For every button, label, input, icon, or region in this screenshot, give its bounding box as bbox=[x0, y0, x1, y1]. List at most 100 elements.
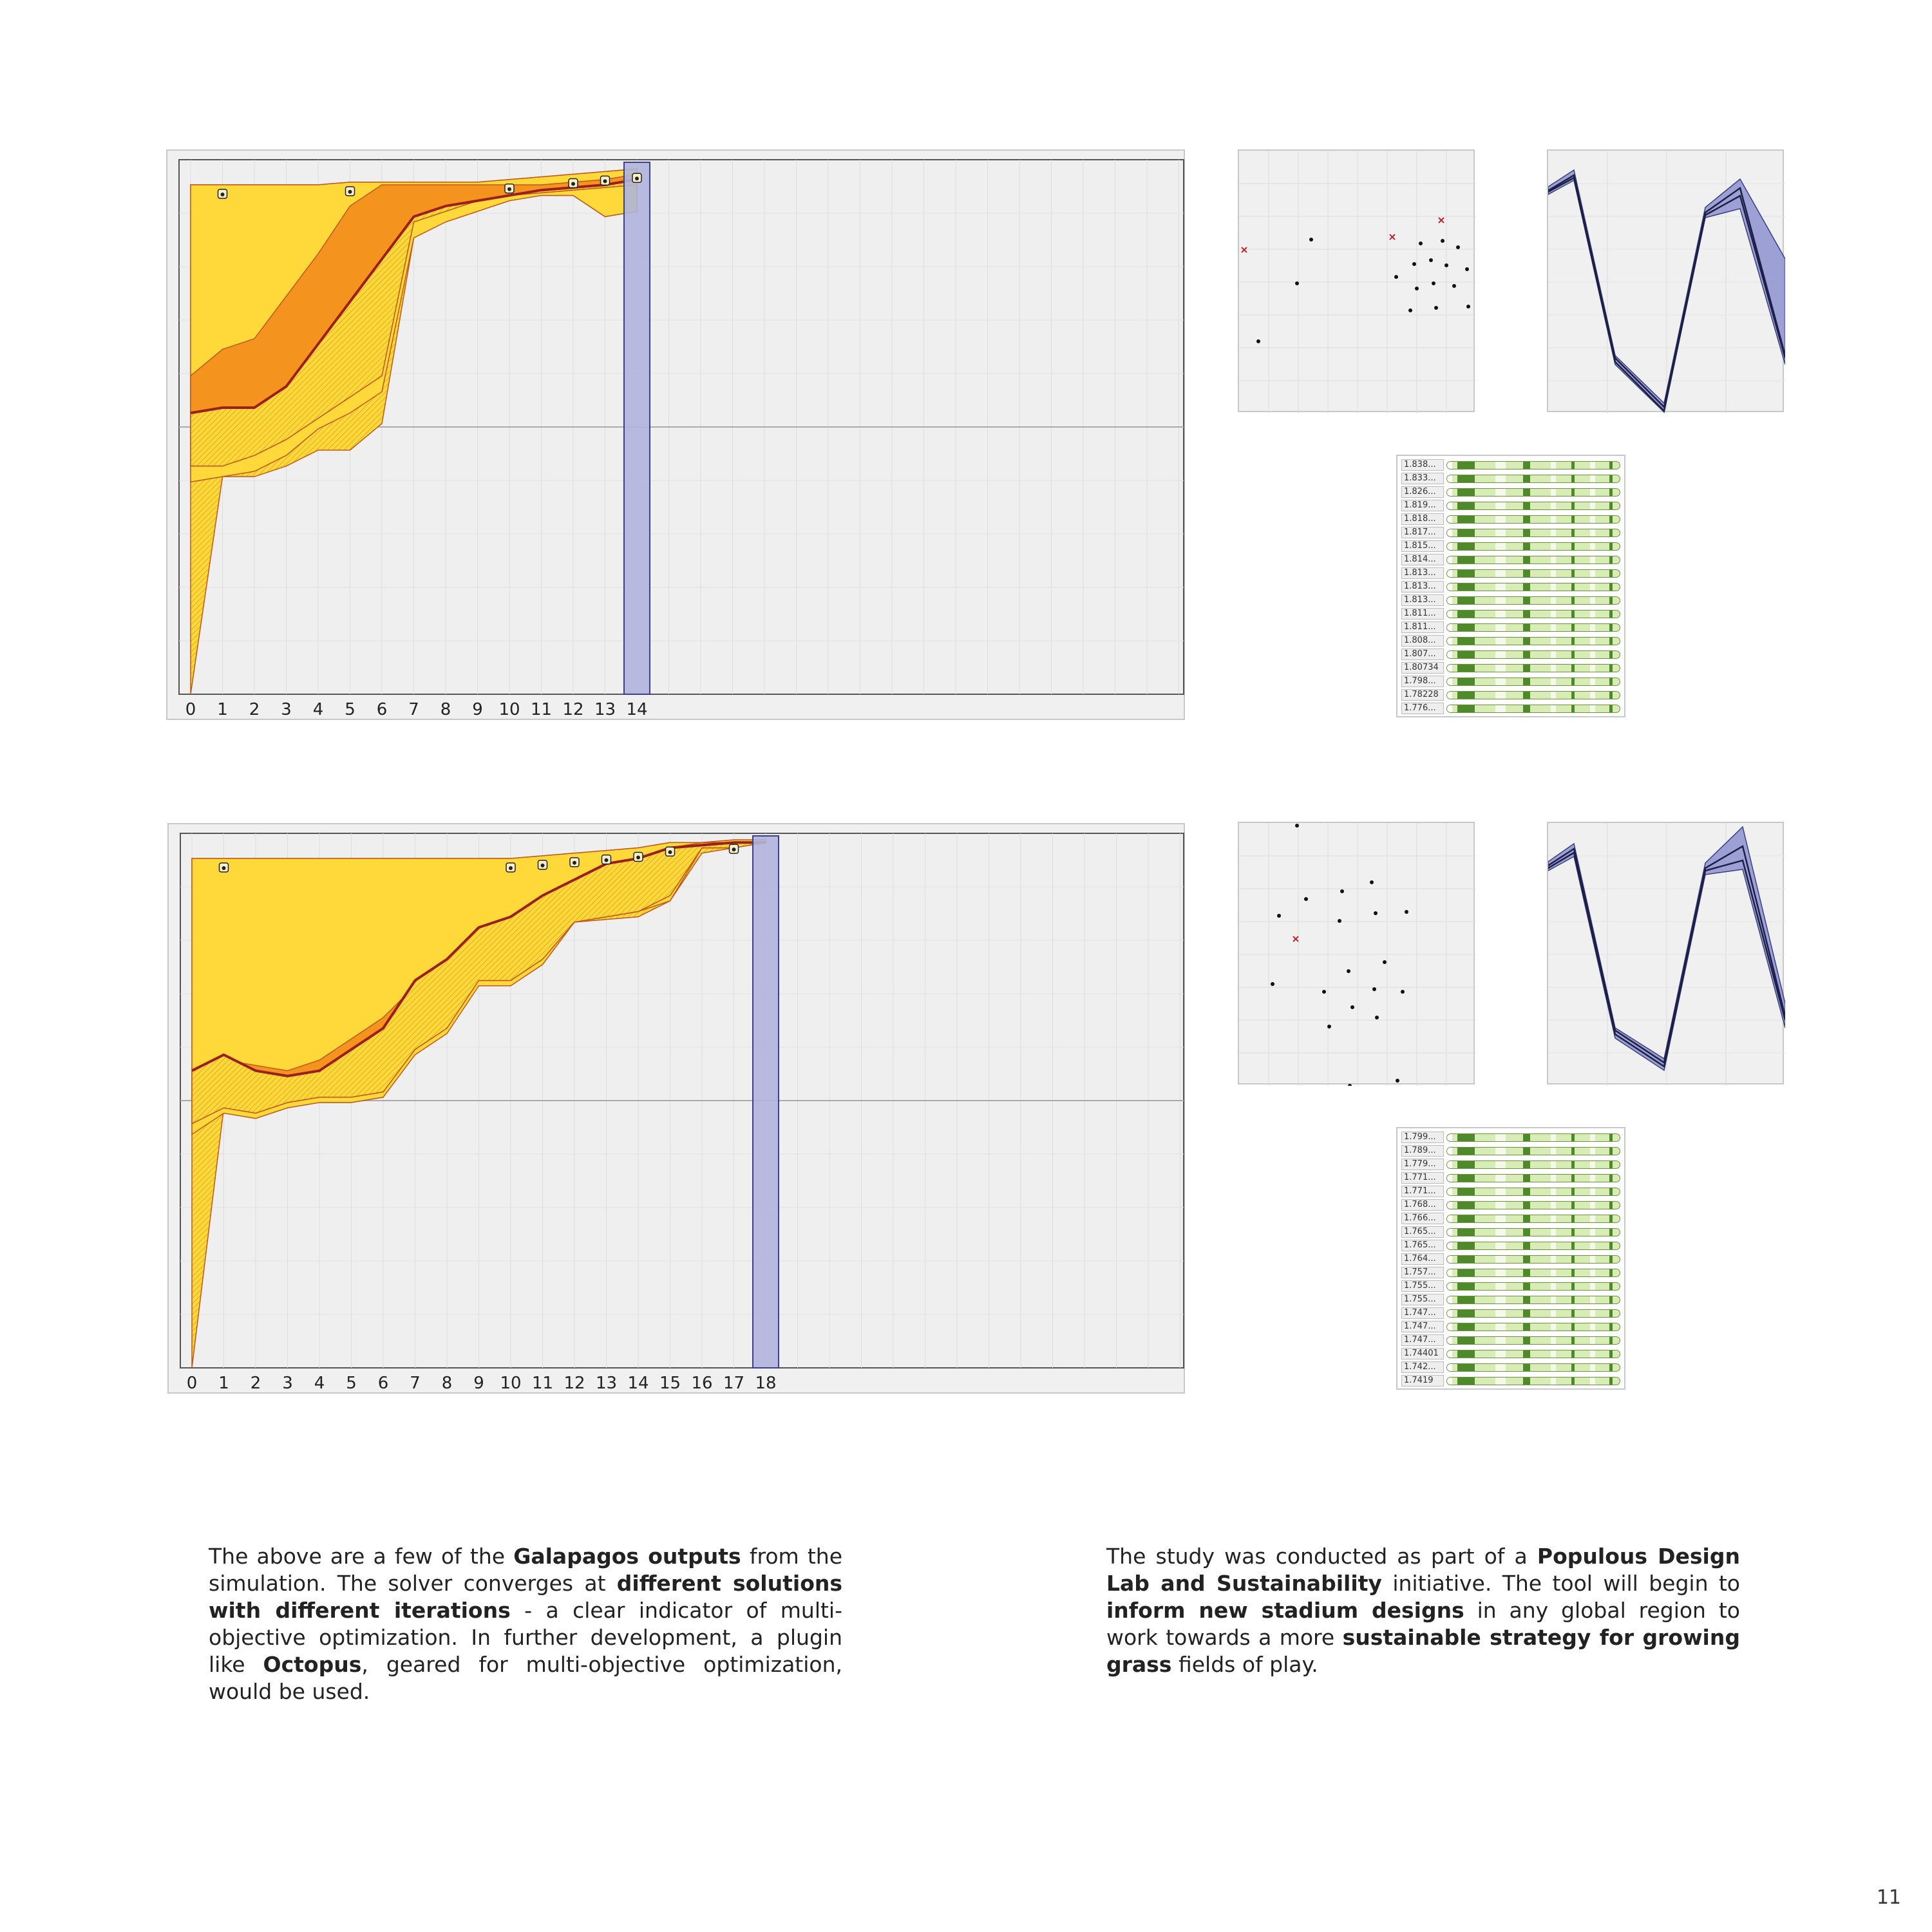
x-tick-label: 13 bbox=[594, 700, 616, 719]
genome-row[interactable]: 1.765... bbox=[1400, 1240, 1622, 1252]
genome-bar-segment bbox=[1571, 1161, 1575, 1168]
genome-row[interactable]: 1.838... bbox=[1400, 459, 1622, 471]
caption-text: - a clear indicator of multi-objective o… bbox=[209, 1598, 842, 1677]
genome-bar bbox=[1446, 705, 1620, 713]
genome-row[interactable]: 1.747... bbox=[1400, 1334, 1622, 1347]
x-tick-label: 15 bbox=[659, 1374, 681, 1393]
genome-row[interactable]: 1.813... bbox=[1400, 581, 1622, 593]
genome-bar-segment bbox=[1609, 1134, 1613, 1141]
genome-bar-cap bbox=[1447, 1229, 1452, 1236]
genome-bar-segment bbox=[1495, 1350, 1506, 1358]
genome-bar-segment bbox=[1495, 611, 1506, 618]
genome-bar-cap bbox=[1447, 624, 1452, 631]
genome-bar-segment bbox=[1457, 1256, 1475, 1263]
genome-bar-cap bbox=[1447, 583, 1452, 591]
genome-row[interactable]: 1.799... bbox=[1400, 1132, 1622, 1144]
genome-bar-segment bbox=[1522, 516, 1530, 523]
genome-bar-segment bbox=[1609, 665, 1613, 672]
genome-fitness-label: 1.764... bbox=[1401, 1253, 1444, 1265]
genome-list-1[interactable]: 1.838... 1.833... 1.826... 1.819... 1.818...… bbox=[1396, 455, 1625, 717]
genome-row[interactable]: 1.764... bbox=[1400, 1253, 1622, 1265]
genome-bar-segment bbox=[1457, 1269, 1475, 1276]
genome-row[interactable]: 1.757... bbox=[1400, 1267, 1622, 1279]
x-tick-label: 8 bbox=[442, 1374, 453, 1393]
genome-bar-segment bbox=[1550, 1350, 1556, 1358]
genome-row[interactable]: 1.771... bbox=[1400, 1172, 1622, 1184]
genome-row[interactable]: 1.765... bbox=[1400, 1226, 1622, 1238]
genome-row[interactable]: 1.817... bbox=[1400, 527, 1622, 539]
genome-row[interactable]: 1.755... bbox=[1400, 1280, 1622, 1293]
genome-row[interactable]: 1.747... bbox=[1400, 1307, 1622, 1320]
genome-bar-segment bbox=[1550, 1134, 1556, 1141]
genome-row[interactable]: 1.814... bbox=[1400, 554, 1622, 566]
genome-row[interactable]: 1.771... bbox=[1400, 1186, 1622, 1198]
genome-row[interactable]: 1.768... bbox=[1400, 1199, 1622, 1211]
genome-row[interactable]: 1.815... bbox=[1400, 540, 1622, 553]
genome-row[interactable]: 1.789... bbox=[1400, 1145, 1622, 1157]
genome-row[interactable]: 1.807... bbox=[1400, 649, 1622, 661]
genome-bar-segment bbox=[1609, 1269, 1613, 1276]
genome-bar-cap bbox=[1447, 665, 1452, 672]
genome-bar-segment bbox=[1522, 692, 1530, 699]
genome-row[interactable]: 1.819... bbox=[1400, 500, 1622, 512]
genome-row[interactable]: 1.74401 bbox=[1400, 1348, 1622, 1360]
genome-bar-segment bbox=[1522, 502, 1530, 509]
scatter-point bbox=[1271, 982, 1274, 986]
genome-bar-segment bbox=[1522, 678, 1530, 685]
genome-row[interactable]: 1.755... bbox=[1400, 1294, 1622, 1306]
scatter-point bbox=[1374, 911, 1378, 915]
genome-list-2[interactable]: 1.799... 1.789... 1.779... 1.771... 1.771...… bbox=[1396, 1127, 1625, 1390]
genome-fitness-label: 1.80734 bbox=[1401, 662, 1444, 674]
genome-row[interactable]: 1.779... bbox=[1400, 1159, 1622, 1171]
genome-bar-segment bbox=[1457, 1215, 1475, 1222]
genome-row[interactable]: 1.818... bbox=[1400, 513, 1622, 526]
genome-fitness-label: 1.811... bbox=[1401, 621, 1444, 633]
genome-bar-segment bbox=[1609, 1242, 1613, 1249]
genome-bar-segment bbox=[1522, 1134, 1530, 1141]
x-tick-label: 14 bbox=[626, 700, 647, 719]
genome-bar-segment bbox=[1590, 624, 1596, 631]
genome-bar-cap bbox=[1447, 475, 1452, 482]
parallel-plot-1 bbox=[1547, 149, 1785, 413]
genome-row[interactable]: 1.747... bbox=[1400, 1321, 1622, 1333]
genome-row[interactable]: 1.766... bbox=[1400, 1213, 1622, 1225]
genome-row[interactable]: 1.813... bbox=[1400, 594, 1622, 607]
genome-row[interactable]: 1.833... bbox=[1400, 473, 1622, 485]
genome-bar-segment bbox=[1457, 1134, 1475, 1141]
genome-row[interactable]: 1.808... bbox=[1400, 635, 1622, 647]
genome-bar-segment bbox=[1609, 1310, 1613, 1317]
scatter-point bbox=[1408, 308, 1412, 312]
x-tick-label: 1 bbox=[218, 1374, 229, 1393]
genome-row[interactable]: 1.813... bbox=[1400, 567, 1622, 580]
genome-row[interactable]: 1.798... bbox=[1400, 676, 1622, 688]
genome-bar-segment bbox=[1590, 462, 1596, 469]
genome-row[interactable]: 1.811... bbox=[1400, 608, 1622, 620]
genome-bar bbox=[1446, 1188, 1620, 1196]
genome-bar-segment bbox=[1522, 1161, 1530, 1168]
genome-bar-segment bbox=[1495, 1310, 1506, 1317]
genome-row[interactable]: 1.742... bbox=[1400, 1361, 1622, 1374]
genome-bar-segment bbox=[1550, 1337, 1556, 1344]
genome-bar-segment bbox=[1495, 502, 1506, 509]
genome-row[interactable]: 1.7419 bbox=[1400, 1375, 1622, 1387]
genome-fitness-label: 1.826... bbox=[1401, 486, 1444, 498]
genome-bar-cap bbox=[1447, 1148, 1452, 1155]
genome-bar-segment bbox=[1571, 1229, 1575, 1236]
genome-row[interactable]: 1.80734 bbox=[1400, 662, 1622, 674]
genome-bar-segment bbox=[1590, 1323, 1596, 1331]
genome-row[interactable]: 1.826... bbox=[1400, 486, 1622, 498]
genome-bar-segment bbox=[1457, 597, 1475, 604]
genome-bar bbox=[1446, 637, 1620, 645]
genome-bar-cap bbox=[1447, 1283, 1452, 1290]
genome-bar bbox=[1446, 1269, 1620, 1277]
genome-bar-segment bbox=[1522, 583, 1530, 591]
genome-row[interactable]: 1.776... bbox=[1400, 703, 1622, 715]
genome-bar-segment bbox=[1550, 1323, 1556, 1331]
genome-row[interactable]: 1.811... bbox=[1400, 621, 1622, 634]
genome-row[interactable]: 1.78228 bbox=[1400, 689, 1622, 701]
genome-bar-segment bbox=[1609, 462, 1613, 469]
genome-fitness-label: 1.779... bbox=[1401, 1159, 1444, 1170]
caption-text: fields of play. bbox=[1171, 1652, 1318, 1677]
genome-bar-segment bbox=[1550, 1242, 1556, 1249]
genome-bar-segment bbox=[1495, 1256, 1506, 1263]
